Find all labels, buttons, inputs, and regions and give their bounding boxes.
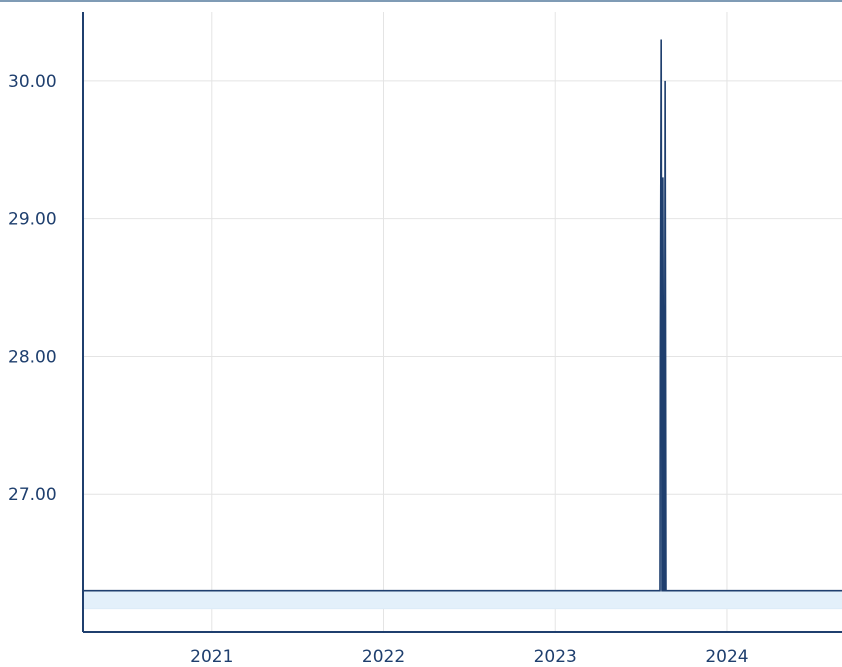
axis-layer xyxy=(82,12,842,633)
series-layer xyxy=(83,39,842,610)
x-tick-label-0: 2021 xyxy=(190,647,233,663)
top-border xyxy=(0,0,842,2)
y-tick-label-3: 30.00 xyxy=(8,72,57,92)
y-tick-label-0: 27.00 xyxy=(8,485,57,505)
x-tick-label-1: 2022 xyxy=(362,647,405,663)
series-line-0 xyxy=(83,39,842,592)
y-tick-label-1: 28.00 xyxy=(8,347,57,367)
label-layer: 2021 2022 2023 2024 27.00 28.00 29.00 30.00 xyxy=(8,72,749,667)
x-tick-label-2: 2023 xyxy=(534,647,577,663)
series-spike-fill-0 xyxy=(83,39,842,591)
y-tick-label-2: 29.00 xyxy=(8,210,57,230)
x-tick-label-3: 2024 xyxy=(705,647,748,663)
series-area-0 xyxy=(83,39,842,609)
grid-layer xyxy=(83,12,842,632)
